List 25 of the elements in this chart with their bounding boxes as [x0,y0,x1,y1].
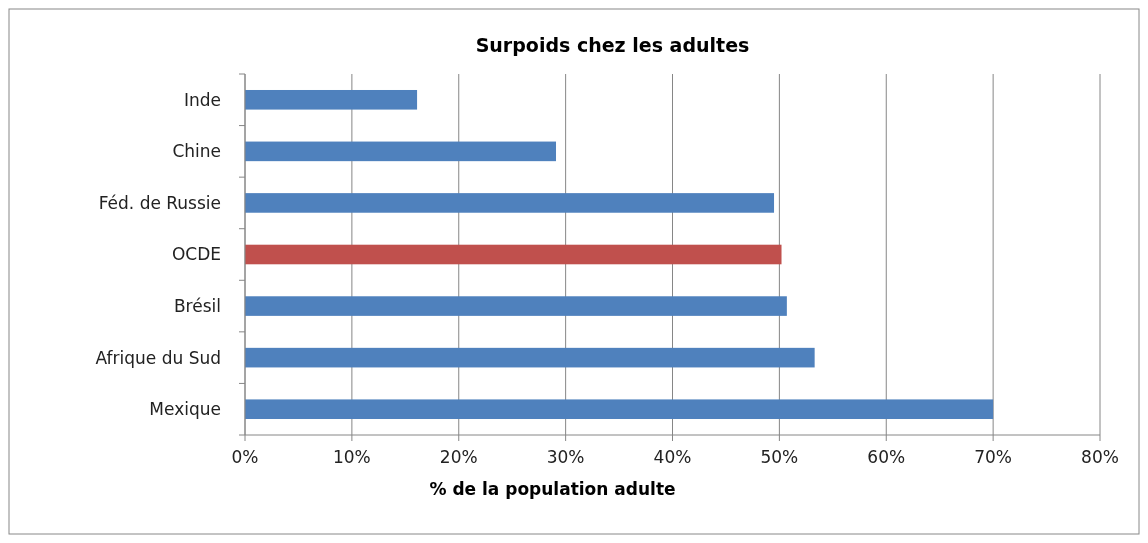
x-tick-label: 60% [867,447,906,467]
x-tick-label: 80% [1081,447,1119,467]
y-tick-label: OCDE [171,244,221,265]
x-axis-title: % de la population adulte [429,479,676,499]
bar [245,347,815,368]
x-tick-label: 20% [439,447,478,467]
chart-title: Surpoids chez les adultes [475,34,750,56]
x-tick-label: 0% [231,447,259,467]
x-tick-label: 30% [546,447,585,467]
y-tick-label: Afrique du Sud [95,347,221,368]
y-tick-label: Inde [183,89,221,110]
bar [245,399,994,420]
y-tick-label: Brésil [173,296,221,317]
bar [245,244,782,265]
bar [245,193,775,213]
x-tick-label: 10% [332,447,371,467]
y-tick-label: Féd. de Russie [98,192,221,213]
bar [245,141,557,162]
x-tick-label: 70% [974,447,1013,467]
x-tick-label: 40% [653,447,692,467]
x-tick-label: 50% [760,447,799,467]
y-tick-label: Mexique [149,399,221,420]
y-tick-label: Chine [172,141,221,162]
bar [245,89,418,110]
bar [245,296,787,316]
